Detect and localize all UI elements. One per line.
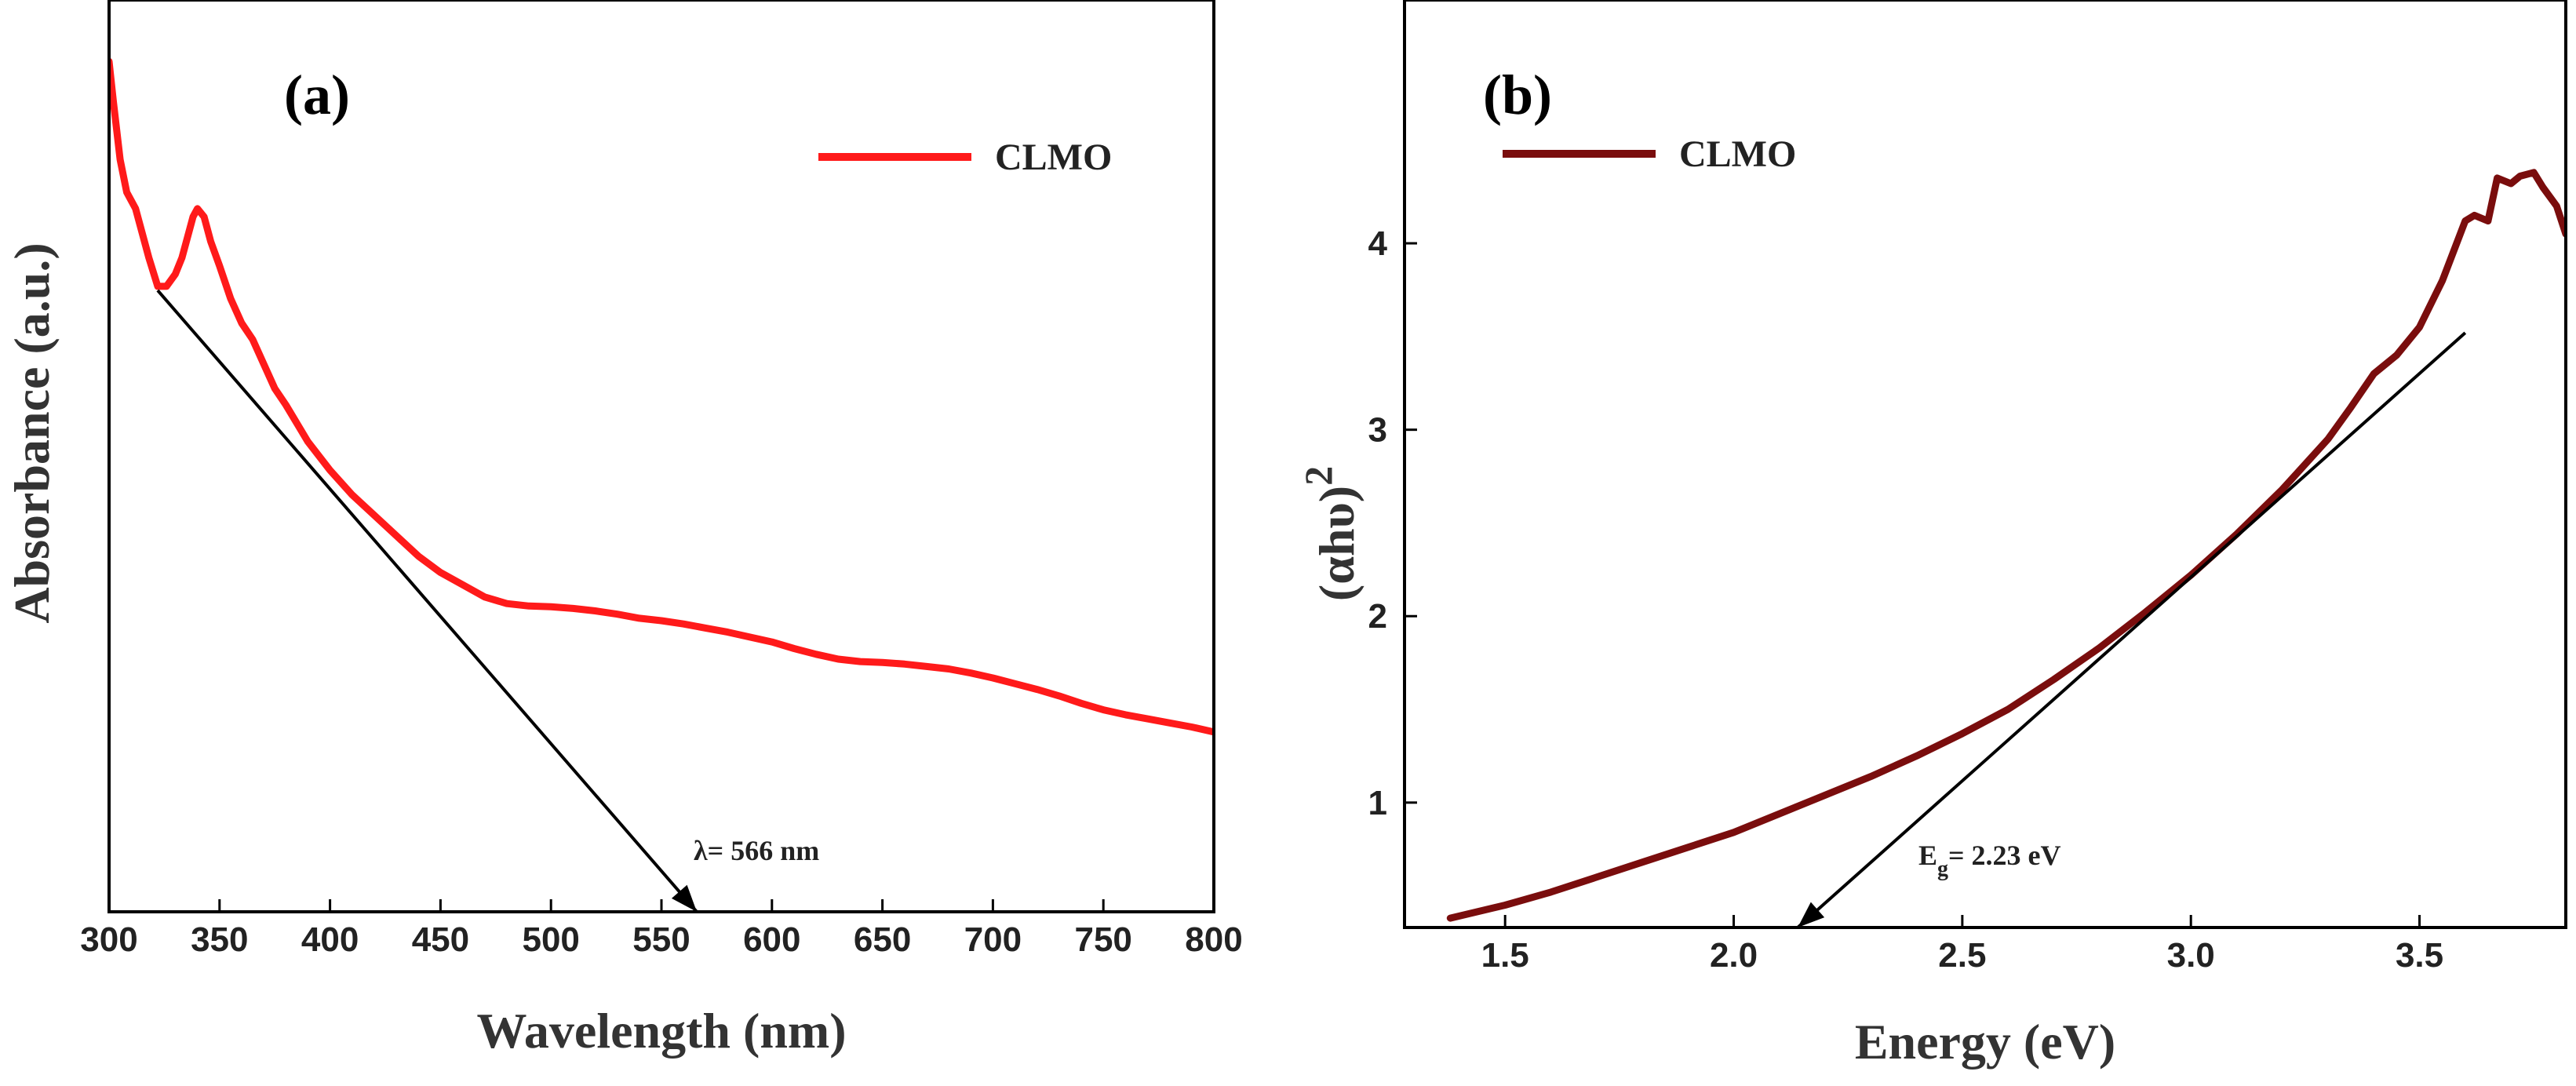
panel-a-x-ticks: 300 350 400 450 500 550 600 650 700 750 800: [80, 899, 1243, 959]
panel-b-y-tick-label: 3: [1368, 411, 1387, 450]
panel-a-x-tick-label: 750: [1074, 920, 1131, 959]
panel-a-x-tick-label: 350: [191, 920, 248, 959]
panel-b-y-axis-label: (αhυ)2: [1296, 466, 1365, 601]
panel-b-x-tick-label: 3.5: [2396, 936, 2443, 975]
panel-a-x-tick-label: 700: [964, 920, 1022, 959]
panel-a-label: (a): [284, 64, 350, 126]
panel-a-x-tick-label: 600: [743, 920, 800, 959]
panel-b-tangent-arrowhead: [1798, 902, 1825, 927]
panel-b-x-tick-label: 2.5: [1938, 936, 1986, 975]
panel-b-annotation: Eg= 2.23 eV: [1918, 840, 2061, 881]
panel-b-y-tick-label: 4: [1368, 224, 1388, 263]
panel-b-chart: (αhυ)2 (b) 1.5 2.0 2.5 3.0 3.5 1 2 3 4 CLMO Eg=…: [1296, 0, 2567, 1070]
panel-a-x-tick-label: 300: [80, 920, 137, 959]
panel-a-annotation: λ= 566 nm: [694, 835, 819, 866]
panel-b-x-tick-label: 1.5: [1481, 936, 1529, 975]
panel-a-x-tick-label: 650: [854, 920, 911, 959]
panel-a-tangent-arrowhead: [671, 884, 698, 912]
panel-a-x-axis-label: Wavelength (nm): [476, 1003, 846, 1059]
panel-a-axes-frame: [107, 0, 1215, 913]
panel-b-x-axis-label: Energy (eV): [1855, 1014, 2115, 1070]
panel-a-x-tick-label: 450: [412, 920, 469, 959]
panel-b-plot-area: [1446, 169, 2566, 929]
panel-a-legend-label: CLMO: [995, 137, 1112, 178]
panel-b-y-tick-label: 2: [1368, 597, 1387, 636]
panel-a-plot-area: [109, 57, 1214, 913]
panel-b-y-ticks: 1 2 3 4: [1368, 224, 1417, 822]
panel-a-x-tick-label: 550: [632, 920, 690, 959]
panel-a-x-tick-label: 500: [522, 920, 579, 959]
panel-b-tangent-line: [1796, 331, 2467, 929]
panel-b-axes-frame: [1403, 0, 2567, 929]
panel-a-chart: Absorbance (a.u.) (a) 300 350 400 450 500 550…: [4, 0, 1243, 1059]
panel-a-series-line: [109, 57, 1214, 736]
panel-b-x-tick-label: 2.0: [1710, 936, 1758, 975]
panel-b-x-ticks: 1.5 2.0 2.5 3.0 3.5: [1481, 915, 2443, 975]
panel-a-y-axis-label: Absorbance (a.u.): [4, 242, 60, 623]
panel-b-x-tick-label: 3.0: [2167, 936, 2215, 975]
panel-a-x-tick-label: 400: [301, 920, 359, 959]
panel-b-legend: CLMO: [1503, 133, 1796, 175]
panel-a-tangent-line: [156, 289, 698, 913]
panel-b-y-tick-label: 1: [1368, 784, 1387, 822]
panel-b-legend-label: CLMO: [1679, 133, 1796, 175]
panel-a-legend: CLMO: [818, 137, 1112, 178]
panel-a-x-tick-label: 800: [1185, 920, 1242, 959]
panel-b-label: (b): [1483, 64, 1552, 126]
panel-b-series-line: [1446, 169, 2566, 922]
